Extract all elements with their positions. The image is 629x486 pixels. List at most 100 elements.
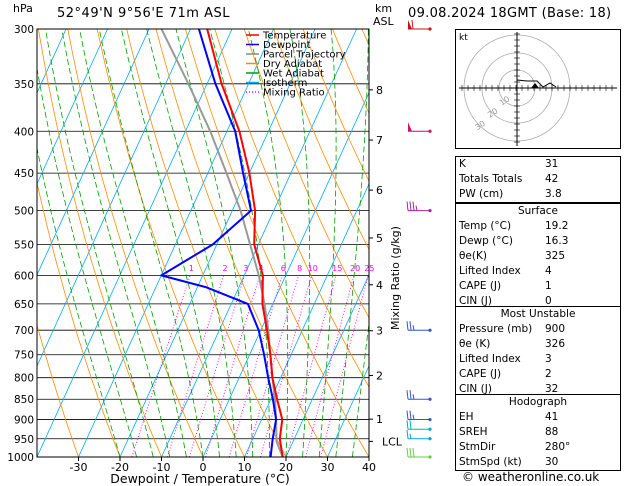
most-unstable-row: θe (K) 326 <box>459 338 566 350</box>
wind-barb-pennant <box>408 20 412 29</box>
hpa-label: hPa <box>13 2 33 15</box>
wind-barb-flag <box>411 19 414 30</box>
temperature-tick-label: 40 <box>362 461 376 474</box>
height-tick-label: 7 <box>376 134 383 147</box>
legend-label: Dry Adiabat <box>263 59 322 70</box>
wind-barb-flag <box>406 201 409 211</box>
temperature-tick-label: 0 <box>200 461 207 474</box>
height-tick-label: 1 <box>376 413 383 426</box>
wind-barb-flag <box>409 201 412 211</box>
mixing-ratio-line <box>320 275 369 457</box>
most-unstable-row: CIN (J) 32 <box>459 383 559 395</box>
temperature-tick-label: -10 <box>153 461 171 474</box>
mixing-ratio-line <box>166 275 225 457</box>
pressure-tick-label: 550 <box>14 239 34 251</box>
height-tick-label: 8 <box>376 84 383 97</box>
wind-barb-station <box>428 427 432 431</box>
wind-barb-flag <box>406 420 409 430</box>
legend-label: Isotherm <box>263 78 307 89</box>
km-label: km <box>375 2 393 15</box>
pressure-tick-label: 1000 <box>7 452 34 464</box>
wind-barb-half-flag <box>412 325 415 331</box>
location-title: 52°49'N 9°56'E 71m ASL <box>57 6 230 21</box>
wet-adiabat-line <box>37 66 137 457</box>
wet-adiabat-line <box>121 29 220 457</box>
temperature-tick-label: 20 <box>279 461 293 474</box>
legend-label: Temperature <box>262 31 326 42</box>
mixing-ratio-label: 8 <box>297 264 302 273</box>
wind-barb-flag <box>409 410 412 420</box>
temperature-tick-label: 10 <box>238 461 252 474</box>
wind-barb-station <box>428 208 432 213</box>
mixing-ratio-line <box>246 275 299 457</box>
legend-label: Parcel Trajectory <box>263 50 346 61</box>
most-unstable-row: Pressure (mb) 900 <box>459 323 566 335</box>
pressure-tick-label: 750 <box>14 350 34 362</box>
wind-barb-half-flag <box>415 205 418 211</box>
storm-motion-marker <box>531 83 539 88</box>
hodograph-trace <box>516 79 557 88</box>
dry-adiabat-line <box>38 29 162 457</box>
wind-barb-flag <box>406 447 409 458</box>
pressure-tick-label: 650 <box>14 299 34 311</box>
pressure-tick-label: 400 <box>14 126 34 138</box>
dry-adiabat-line <box>126 29 287 457</box>
wind-barb-half-flag <box>409 433 412 439</box>
isotherm-line <box>37 29 191 367</box>
most-unstable-title: Most Unstable <box>500 308 576 320</box>
isotherm-line <box>285 273 369 457</box>
wind-barb-flag <box>409 390 412 400</box>
wind-barb-station <box>428 129 432 133</box>
wind-barb <box>406 410 432 422</box>
wet-adiabat-line <box>146 29 237 457</box>
pressure-tick-label: 500 <box>14 206 34 218</box>
index-row-k: K 31 <box>459 158 559 170</box>
isotherm-line <box>37 29 233 457</box>
wind-barb <box>406 390 432 401</box>
isotherm-line <box>244 182 369 457</box>
wind-barb-station <box>428 455 432 459</box>
wind-barb <box>408 122 432 133</box>
dry-adiabat-line <box>37 180 121 457</box>
legend-label: Mixing Ratio <box>263 88 325 99</box>
wind-barb-half-flag <box>412 394 415 400</box>
height-tick-label: 2 <box>376 369 383 382</box>
mixing-ratio-label: 2 <box>222 264 227 273</box>
wet-adiabat-line <box>45 29 154 457</box>
surface-row: Temp (°C) 19.2 <box>459 220 569 232</box>
height-tick-label: 5 <box>376 232 383 245</box>
wind-barb-station <box>428 437 432 441</box>
dry-adiabat-line <box>243 29 369 319</box>
index-row-pw: PW (cm) 3.8 <box>459 188 562 200</box>
temperature-trace <box>206 29 284 457</box>
wet-adiabat-line <box>335 29 369 457</box>
wind-barb <box>406 429 432 441</box>
temperature-tick-label: -20 <box>111 461 129 474</box>
dry-adiabat-line <box>273 29 369 251</box>
wet-adiabat-line <box>37 146 121 457</box>
pressure-tick-label: 350 <box>14 79 34 91</box>
wet-adiabat-line <box>61 29 171 457</box>
height-tick-label: 3 <box>376 325 383 338</box>
wind-barb-flag <box>406 410 409 420</box>
hodograph-row: StmDir 280° <box>459 441 571 453</box>
x-axis-label: Dewpoint / Temperature (°C) <box>110 471 289 486</box>
credit-footer: © weatheronline.co.uk <box>462 470 600 484</box>
mixing-ratio-label: 6 <box>281 264 286 273</box>
isotherm-line <box>161 29 357 457</box>
surface-row: CIN (J) 0 <box>459 295 552 307</box>
isotherm-line <box>327 364 369 457</box>
mixing-ratio-label: 15 <box>332 264 342 273</box>
pressure-tick-label: 850 <box>14 394 34 406</box>
datetime-title: 09.08.2024 18GMT (Base: 18) <box>408 6 612 21</box>
hodograph-table-title: Hodograph <box>508 396 568 408</box>
pressure-tick-label: 950 <box>14 434 34 446</box>
wind-barb <box>406 201 432 213</box>
wind-barb-flag <box>406 429 409 439</box>
wind-barb-flag <box>412 201 415 211</box>
temperature-tick-label: 30 <box>321 461 335 474</box>
